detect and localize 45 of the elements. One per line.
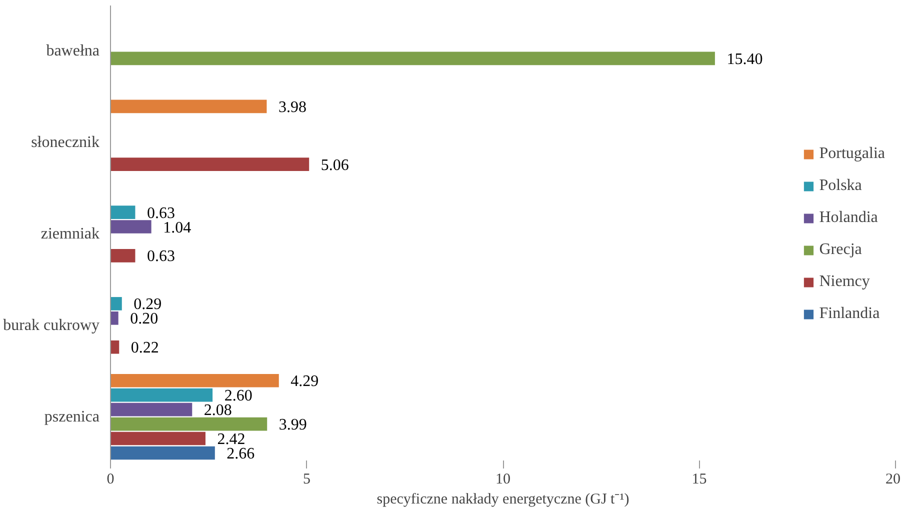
data-label: 3.99: [278, 416, 307, 434]
data-label: 2.08: [204, 402, 232, 420]
x-tick-label: 0: [106, 472, 114, 488]
data-label: 0.63: [147, 204, 176, 222]
y-tick-label: burak cukrowy: [3, 316, 100, 334]
y-tick-label: słonecznik: [31, 134, 100, 152]
bar: [110, 340, 120, 354]
bar: [110, 432, 206, 446]
bar: [110, 402, 192, 416]
data-label: 0.63: [147, 248, 176, 266]
data-label: 3.98: [278, 98, 306, 116]
x-tick-label: 20: [886, 472, 900, 488]
data-label: 4.29: [290, 373, 319, 390]
bar: [110, 312, 118, 325]
bar: [110, 158, 310, 171]
bar: [110, 297, 122, 310]
legend-label: Portugalia: [819, 144, 885, 162]
y-tick-label: ziemniak: [40, 226, 100, 242]
legend-label: Finlandia: [819, 304, 880, 322]
x-axis-title: specyficzne nakłady energetyczne (GJ t⁻¹): [376, 492, 630, 508]
legend-label: Polska: [819, 176, 862, 194]
y-tick-label: pszenica: [44, 408, 100, 426]
bar: [110, 52, 715, 66]
data-label: 5.06: [320, 156, 349, 174]
bar: [110, 249, 136, 262]
legend-label: Grecja: [819, 240, 862, 258]
data-label: 1.04: [163, 219, 192, 236]
legend-label: Holandia: [819, 208, 878, 226]
data-label: 0.29: [134, 296, 162, 314]
bar: [110, 446, 215, 460]
legend-label: Niemcy: [819, 272, 870, 290]
y-tick-label: bawełna: [46, 42, 100, 60]
x-tick-label: 5: [303, 472, 310, 488]
data-label: 2.60: [224, 388, 252, 405]
data-label: 0.22: [130, 340, 159, 357]
bar: [110, 417, 268, 431]
bar: [110, 100, 267, 114]
bar: [110, 206, 136, 219]
data-label: 15.40: [726, 50, 763, 68]
bar: [110, 388, 213, 402]
bar: [110, 220, 152, 234]
data-label: 0.20: [130, 310, 158, 328]
bar: [110, 374, 279, 388]
x-tick-label: 10: [496, 472, 510, 488]
x-tick-label: 15: [692, 472, 707, 488]
